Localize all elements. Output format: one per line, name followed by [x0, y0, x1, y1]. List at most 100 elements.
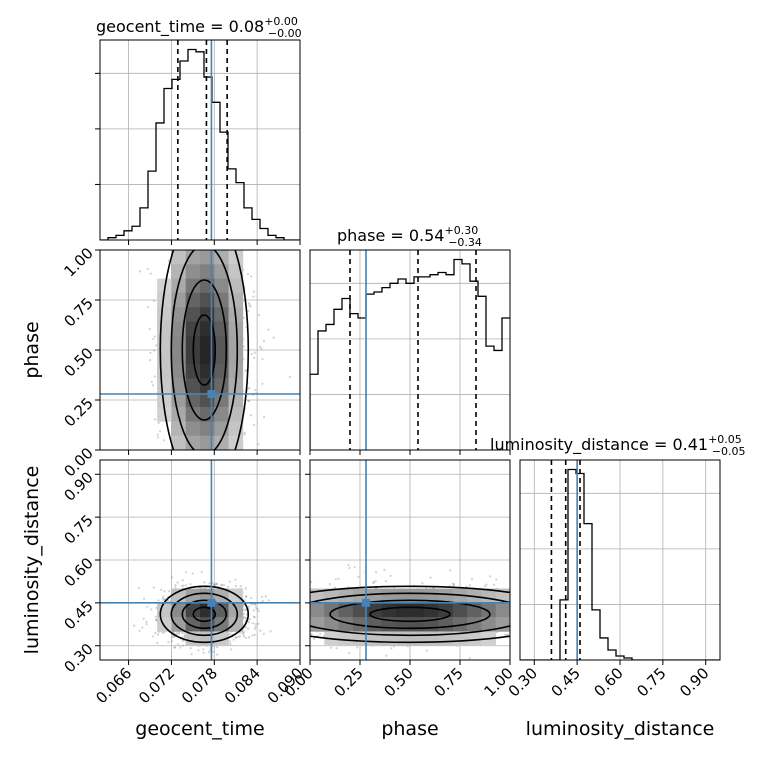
sample-point: [237, 497, 239, 499]
sample-point: [168, 590, 171, 593]
sample-point: [588, 602, 590, 604]
sample-point: [178, 242, 180, 244]
sample-point: [229, 643, 232, 646]
sample-point: [291, 622, 293, 624]
sample-point: [277, 620, 279, 622]
sample-point: [217, 470, 219, 472]
sample-point: [250, 352, 253, 355]
sample-point: [197, 649, 200, 652]
sample-point: [200, 244, 202, 246]
sample-point: [188, 454, 190, 456]
sample-point: [544, 615, 546, 617]
sample-point: [185, 236, 187, 238]
sample-point: [191, 496, 193, 498]
sample-point: [200, 570, 203, 573]
sample-point: [213, 582, 216, 586]
sample-point: [148, 328, 151, 331]
sample-point: [247, 627, 250, 630]
sample-point: [529, 617, 531, 619]
sample-point: [228, 640, 232, 643]
sample-point: [191, 217, 193, 219]
sample-point: [512, 617, 514, 619]
sample-point: [285, 625, 287, 627]
sample-point: [301, 606, 303, 608]
density-cell: [424, 631, 439, 647]
sample-point: [310, 632, 313, 636]
sample-point: [248, 386, 251, 389]
x-tick-label: 0.25: [330, 664, 366, 700]
sample-point: [168, 219, 170, 221]
density-contour: [369, 606, 451, 623]
sample-point: [271, 609, 273, 611]
density-cell: [200, 435, 215, 450]
sample-point: [162, 481, 164, 483]
sample-point: [512, 631, 514, 633]
sample-point: [229, 477, 231, 479]
density-contour: [310, 585, 510, 644]
density-cell: [481, 617, 497, 632]
sample-point: [195, 478, 197, 480]
sample-point: [192, 483, 194, 485]
sample-point: [526, 617, 528, 619]
sample-point: [168, 192, 170, 194]
sample-point: [254, 612, 256, 614]
sample-point: [220, 244, 222, 246]
sample-point: [489, 575, 492, 578]
sample-point: [202, 648, 205, 651]
density-cell: [185, 407, 201, 422]
sample-point: [189, 583, 192, 586]
sample-point: [164, 453, 166, 455]
sample-point: [173, 646, 177, 649]
sample-point: [192, 237, 194, 239]
density-cell: [424, 588, 439, 604]
sample-point: [192, 233, 194, 235]
sample-point: [571, 606, 573, 608]
sample-point: [511, 614, 513, 616]
panel-content: [254, 460, 590, 660]
panel-geocent_time-hist: [95, 39, 301, 245]
density-contour: [181, 599, 228, 630]
sample-point: [222, 506, 224, 508]
sample-point: [287, 630, 289, 632]
sample-point: [247, 310, 250, 313]
sample-point: [262, 632, 265, 635]
sample-point: [200, 246, 202, 248]
sample-point: [521, 605, 523, 607]
sample-point: [516, 634, 518, 636]
sample-point: [390, 647, 393, 650]
sample-point: [521, 637, 523, 639]
sample-point: [242, 214, 244, 216]
sample-point: [194, 488, 196, 490]
sample-point: [545, 621, 547, 623]
sample-point: [153, 418, 156, 421]
sample-point: [186, 472, 188, 474]
sample-point: [259, 612, 261, 614]
sample-point: [253, 603, 257, 606]
sample-point: [322, 635, 325, 638]
sample-point: [145, 620, 148, 624]
sample-point: [224, 190, 226, 192]
sample-point: [525, 610, 527, 612]
sample-point: [243, 631, 246, 634]
sample-point: [188, 176, 190, 178]
sample-point: [212, 650, 215, 654]
sample-point: [157, 633, 160, 636]
sample-point: [538, 605, 540, 607]
sample-point: [154, 615, 157, 618]
sample-point: [242, 635, 245, 638]
sample-point: [291, 611, 293, 613]
sample-point: [185, 204, 187, 206]
sample-point: [452, 584, 455, 587]
sample-point: [159, 430, 162, 433]
sample-point: [162, 598, 165, 602]
sample-point: [555, 608, 557, 610]
sample-point: [146, 605, 149, 608]
sample-point: [538, 598, 540, 600]
density-cell: [228, 350, 244, 365]
sample-point: [522, 614, 524, 616]
sample-point: [308, 626, 310, 628]
sample-point: [171, 636, 174, 639]
sample-point: [348, 566, 351, 570]
sample-point: [483, 585, 487, 588]
sample-point: [141, 626, 144, 629]
